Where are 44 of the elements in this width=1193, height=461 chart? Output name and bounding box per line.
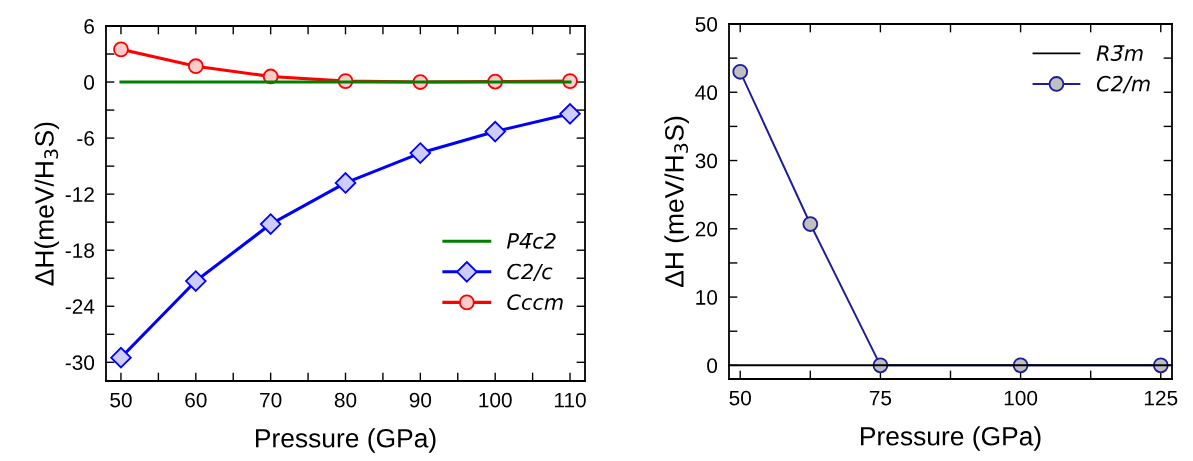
y-tick-label: 20 xyxy=(695,221,718,237)
point xyxy=(802,216,819,232)
x-tick-label: 90 xyxy=(409,392,432,408)
point xyxy=(185,270,207,292)
point xyxy=(484,120,506,143)
x-axis-title: Pressure (GPa) xyxy=(861,426,1041,451)
legend-label: Cccm xyxy=(507,294,563,310)
y-tick-label: -30 xyxy=(65,355,95,371)
legend-label: R3̄m xyxy=(1096,45,1143,61)
x-tick-label: 100 xyxy=(479,392,512,408)
point xyxy=(110,346,132,369)
legend-label: C2/c xyxy=(507,263,553,282)
y-tick-label: 50 xyxy=(695,17,718,32)
x-tick-label: 100 xyxy=(1004,390,1038,406)
y-tick-label: -12 xyxy=(65,187,94,202)
y-tick-label: 40 xyxy=(695,85,718,101)
x-tick-label: 50 xyxy=(110,392,132,408)
x-tick-label: 60 xyxy=(185,392,207,408)
y-tick-label: -24 xyxy=(65,299,95,314)
point xyxy=(732,63,749,80)
x-tick-label: 125 xyxy=(1145,390,1178,406)
y-tick-label: 0 xyxy=(84,75,95,90)
point xyxy=(259,213,282,235)
legend-label: C2/m xyxy=(1096,75,1150,94)
y-tick-label: 10 xyxy=(696,290,718,305)
y-tick-label: -18 xyxy=(65,243,94,258)
x-tick-label: 80 xyxy=(334,392,357,408)
point xyxy=(334,172,357,194)
y-tick-label: 0 xyxy=(707,358,718,374)
legend-label: P4̄c2 xyxy=(506,233,556,249)
x-tick-label: 50 xyxy=(729,390,751,406)
y-tick-label: -6 xyxy=(77,131,94,146)
x-tick-label: 75 xyxy=(869,390,892,406)
y-tick-label: 30 xyxy=(695,153,718,169)
point xyxy=(113,41,129,58)
y-axis-title: ΔH(meV/H$_{3}$S) xyxy=(34,122,60,286)
point xyxy=(559,103,581,125)
point xyxy=(187,58,204,75)
y-axis-title: ΔH (meV/H$_{3}$S) xyxy=(664,116,689,287)
x-axis-title: Pressure (GPa) xyxy=(256,428,436,453)
point xyxy=(409,142,432,164)
x-tick-label: 110 xyxy=(555,392,586,408)
x-tick-label: 70 xyxy=(260,392,282,408)
y-tick-label: 6 xyxy=(84,19,94,34)
